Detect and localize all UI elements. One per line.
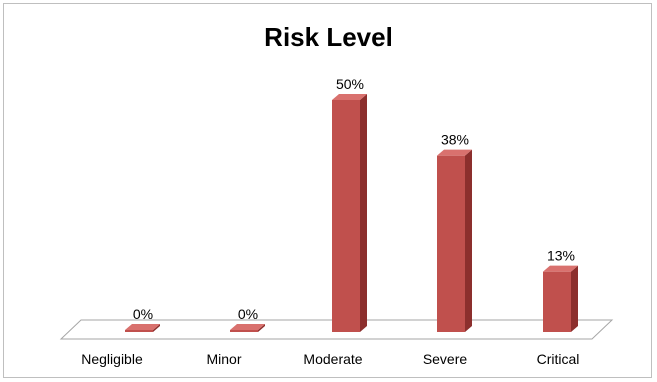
category-labels-group: Negligible Minor Moderate Severe Critical xyxy=(81,351,579,367)
bar-severe xyxy=(437,149,472,332)
bar-front xyxy=(332,100,360,332)
category-label-moderate: Moderate xyxy=(303,351,362,367)
bar-negligible xyxy=(125,324,160,332)
bar-front xyxy=(125,330,153,332)
category-label-minor: Minor xyxy=(206,351,241,367)
bar-front xyxy=(543,271,571,332)
bar-top xyxy=(125,324,160,330)
bar-front xyxy=(230,330,258,332)
data-labels-group: 0% 0% 50% 38% 13% xyxy=(133,76,575,322)
category-label-severe: Severe xyxy=(423,351,468,367)
data-label-severe: 38% xyxy=(441,132,469,148)
data-label-moderate: 50% xyxy=(336,76,364,92)
bar-critical xyxy=(543,265,578,332)
bar-top xyxy=(543,265,578,272)
data-label-negligible: 0% xyxy=(133,306,153,322)
bar-side xyxy=(465,149,472,332)
bar-minor xyxy=(230,324,265,332)
bar-top xyxy=(437,149,472,156)
bar-side xyxy=(571,265,578,332)
category-label-negligible: Negligible xyxy=(81,351,143,367)
chart-title: Risk Level xyxy=(264,22,393,52)
bars-group xyxy=(125,94,578,332)
bar-moderate xyxy=(332,94,367,332)
bar-front xyxy=(437,155,465,332)
bar-top xyxy=(230,324,265,330)
bar-top xyxy=(332,94,367,100)
data-label-minor: 0% xyxy=(238,306,258,322)
data-label-critical: 13% xyxy=(547,248,575,264)
bar-side xyxy=(360,94,367,332)
category-label-critical: Critical xyxy=(537,351,580,367)
bar-side xyxy=(153,324,160,332)
bar-side xyxy=(258,324,265,332)
